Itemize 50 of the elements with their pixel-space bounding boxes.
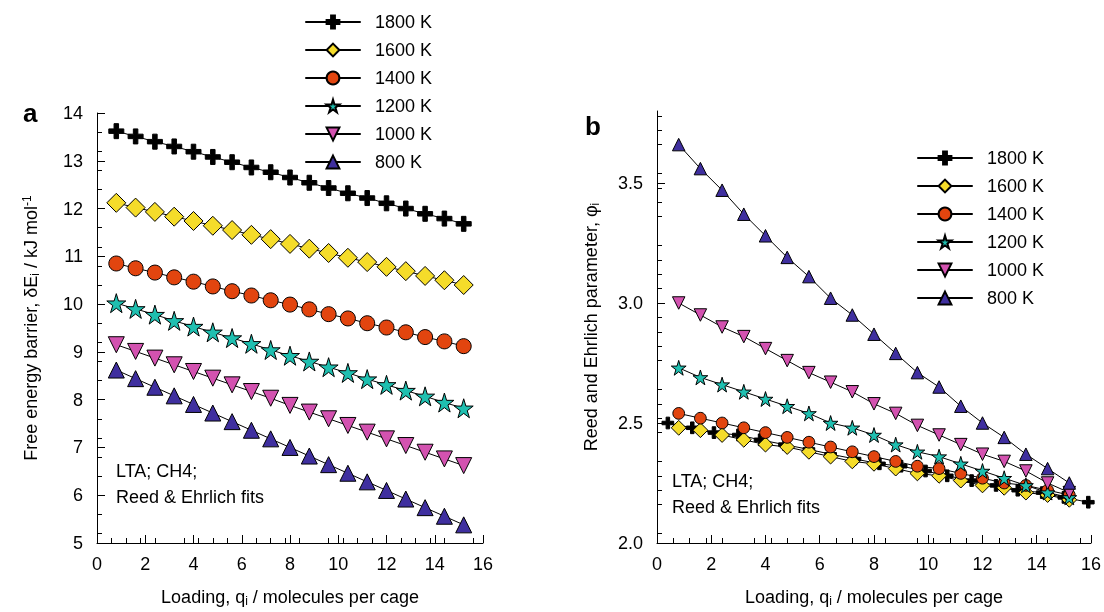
x-tick-label: 14 [424, 554, 445, 574]
x-tick-label: 14 [1026, 554, 1047, 574]
y-axis-title: Free energy barrier, δEi / kJ mol-1 [20, 194, 42, 461]
x-tick-label: 16 [472, 554, 494, 574]
x-tick-label: 4 [188, 554, 199, 574]
annotation: LTA; CH4; Reed & Ehrlich fits [116, 461, 265, 507]
y-tick-label: 5 [72, 533, 83, 553]
x-tick-label: 12 [376, 554, 397, 574]
legend-label: 1400 K [375, 68, 433, 88]
chart-title: a [23, 98, 38, 128]
y-tick-label: 11 [64, 246, 83, 267]
x-tick-label: 0 [651, 554, 663, 574]
legend-label: 1600 K [987, 176, 1045, 196]
legend-label: 1200 K [375, 96, 433, 116]
x-tick-label: 2 [706, 554, 717, 574]
y-tick-label: 3.5 [617, 173, 643, 193]
y-tick-label: 3.0 [617, 293, 643, 313]
y-tick-label: 2.0 [617, 533, 643, 553]
x-tick-label: 8 [868, 554, 879, 574]
x-tick-label: 16 [1080, 554, 1101, 574]
annotation: LTA; CH4; Reed & Ehrlich fits [672, 471, 821, 517]
legend-label: 1800 K [987, 148, 1045, 168]
y-tick-label: 12 [62, 198, 83, 219]
legend-label: 800 K [987, 288, 1035, 308]
y-tick-label: 9 [72, 341, 83, 362]
x-tick-label: 2 [140, 554, 151, 574]
legend-label: 1000 K [375, 124, 433, 144]
y-tick-label: 7 [72, 437, 83, 458]
y-tick-label: 8 [72, 389, 83, 410]
y-axis-title: Reed and Ehrlich parameter, φi [581, 202, 602, 452]
x-tick-label: 10 [918, 554, 939, 574]
x-tick-label: 6 [814, 554, 825, 574]
legend-label: 1400 K [987, 204, 1045, 224]
y-tick-label: 6 [72, 485, 83, 506]
y-tick-label: 2.5 [617, 413, 643, 433]
legend-label: 1000 K [987, 260, 1045, 280]
legend-label: 800 K [375, 152, 423, 172]
x-tick-label: 6 [236, 554, 247, 574]
x-tick-label: 8 [284, 554, 296, 574]
legend-label: 1800 K [375, 12, 433, 32]
y-tick-label: 14 [62, 103, 83, 123]
x-tick-label: 4 [760, 554, 771, 574]
legend-label: 1200 K [987, 232, 1045, 252]
y-tick-label: 10 [62, 294, 83, 315]
x-tick-label: 12 [972, 554, 993, 574]
x-tick-label: 10 [328, 554, 349, 574]
legend-label: 1600 K [375, 40, 433, 60]
x-tick-label: 0 [91, 554, 103, 574]
chart-title: b [585, 111, 601, 141]
y-tick-label: 13 [62, 150, 83, 171]
